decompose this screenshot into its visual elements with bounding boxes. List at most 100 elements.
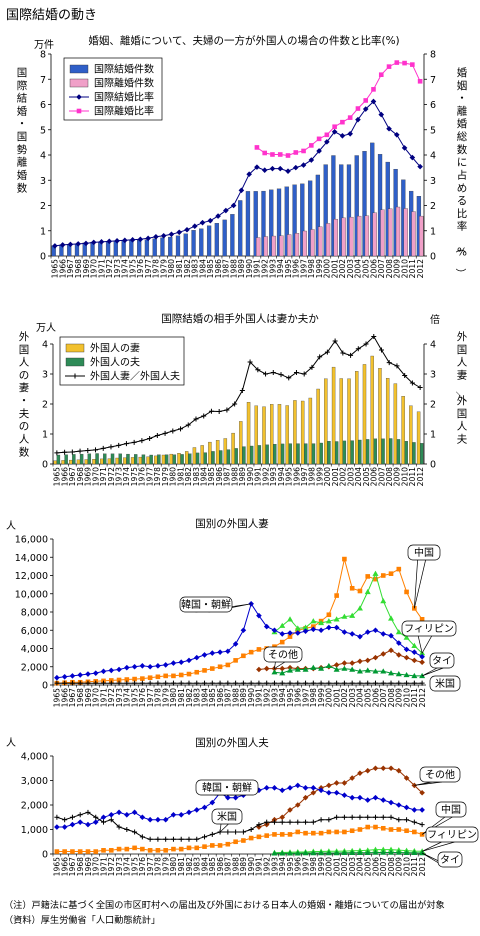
- bar: [373, 438, 378, 465]
- data-point: [225, 794, 231, 801]
- data-point: [114, 238, 120, 244]
- data-point: [279, 787, 286, 794]
- data-point: [310, 626, 317, 633]
- data-point: [364, 667, 371, 673]
- x-tick-label: 2007: [379, 688, 388, 707]
- x-tick-label: 1983: [191, 259, 200, 278]
- y2-unit-label: 倍: [430, 313, 440, 326]
- data-point: [155, 663, 161, 669]
- x-tick-label: 1991: [254, 467, 263, 486]
- bar: [308, 397, 313, 465]
- data-point: [201, 652, 208, 658]
- x-tick-label: 1970: [92, 857, 101, 876]
- x-tick-label: 1993: [270, 857, 279, 876]
- data-point: [410, 62, 415, 67]
- series-line: [256, 62, 421, 157]
- y2-tick-label: 0: [430, 252, 436, 263]
- y-tick-label: 3: [42, 370, 48, 381]
- data-point: [191, 223, 198, 230]
- data-point: [396, 817, 402, 823]
- data-point: [294, 666, 301, 672]
- data-point: [270, 370, 276, 375]
- bar: [215, 440, 220, 465]
- data-point: [318, 850, 325, 856]
- bar: [294, 233, 300, 257]
- bar: [257, 445, 262, 465]
- bar: [388, 208, 393, 257]
- data-point: [233, 680, 239, 686]
- data-point: [145, 235, 151, 242]
- x-tick-label: 1977: [146, 857, 155, 876]
- y2-tick-label: 4: [430, 340, 436, 351]
- x-tick-label: 1998: [307, 259, 316, 278]
- data-point: [254, 164, 260, 170]
- bar: [416, 411, 421, 465]
- bar: [144, 239, 150, 257]
- y-tick-label: 3,000: [21, 776, 48, 787]
- y-tick-label: 2: [40, 201, 46, 212]
- x-tick-label: 1995: [286, 688, 295, 707]
- data-point: [264, 819, 270, 825]
- data-point: [341, 792, 348, 798]
- data-point: [147, 848, 153, 853]
- data-point: [333, 666, 340, 672]
- data-point: [294, 850, 301, 856]
- data-point: [417, 385, 423, 390]
- data-point: [341, 665, 348, 671]
- x-tick-label: 1987: [224, 857, 233, 876]
- data-point: [326, 829, 332, 835]
- data-point: [154, 433, 160, 438]
- data-point: [363, 98, 369, 103]
- data-point: [404, 817, 410, 823]
- data-point: [210, 666, 215, 671]
- data-point: [85, 680, 91, 686]
- data-point: [310, 664, 317, 670]
- x-tick-label: 1995: [285, 467, 294, 486]
- data-point: [233, 839, 238, 845]
- y2-tick-label: 2: [430, 400, 436, 411]
- data-point: [348, 352, 354, 358]
- data-point: [404, 680, 410, 686]
- data-point: [419, 822, 425, 828]
- x-tick-label: 1997: [301, 688, 310, 707]
- data-point: [116, 442, 122, 448]
- data-point: [341, 629, 348, 635]
- data-point: [365, 574, 371, 579]
- chart-title: 国際結婚の相手外国人は妻か夫か: [161, 312, 319, 325]
- data-point: [349, 828, 355, 834]
- bar: [206, 225, 212, 257]
- data-point: [386, 360, 392, 366]
- data-point: [347, 115, 353, 120]
- y-tick-label: 4,000: [21, 644, 48, 655]
- x-tick-label: 1973: [114, 467, 123, 486]
- data-point: [69, 680, 75, 686]
- data-point: [70, 849, 75, 854]
- data-point: [419, 653, 425, 660]
- data-point: [132, 829, 138, 835]
- bar: [185, 451, 189, 465]
- data-point: [380, 651, 387, 657]
- data-point: [248, 827, 254, 832]
- x-tick-label: 1986: [216, 688, 225, 707]
- data-point: [372, 570, 379, 576]
- data-point: [411, 680, 417, 686]
- legend-entry: 外国人の夫: [90, 357, 140, 369]
- bar: [226, 449, 231, 465]
- x-tick-label: 1987: [222, 259, 231, 278]
- data-point: [388, 814, 394, 820]
- data-point: [287, 819, 293, 825]
- data-point: [171, 673, 176, 679]
- data-point: [349, 660, 355, 666]
- data-point: [137, 236, 144, 243]
- x-tick-label: 2006: [371, 688, 380, 707]
- x-tick-label: 1983: [192, 467, 201, 486]
- bar: [307, 180, 313, 257]
- data-point: [67, 241, 74, 248]
- bar: [296, 443, 300, 465]
- x-tick-label: 2007: [377, 259, 386, 278]
- data-point: [54, 849, 60, 854]
- data-point: [324, 349, 330, 355]
- data-point: [240, 829, 246, 835]
- data-point: [292, 164, 299, 171]
- data-point: [396, 680, 402, 686]
